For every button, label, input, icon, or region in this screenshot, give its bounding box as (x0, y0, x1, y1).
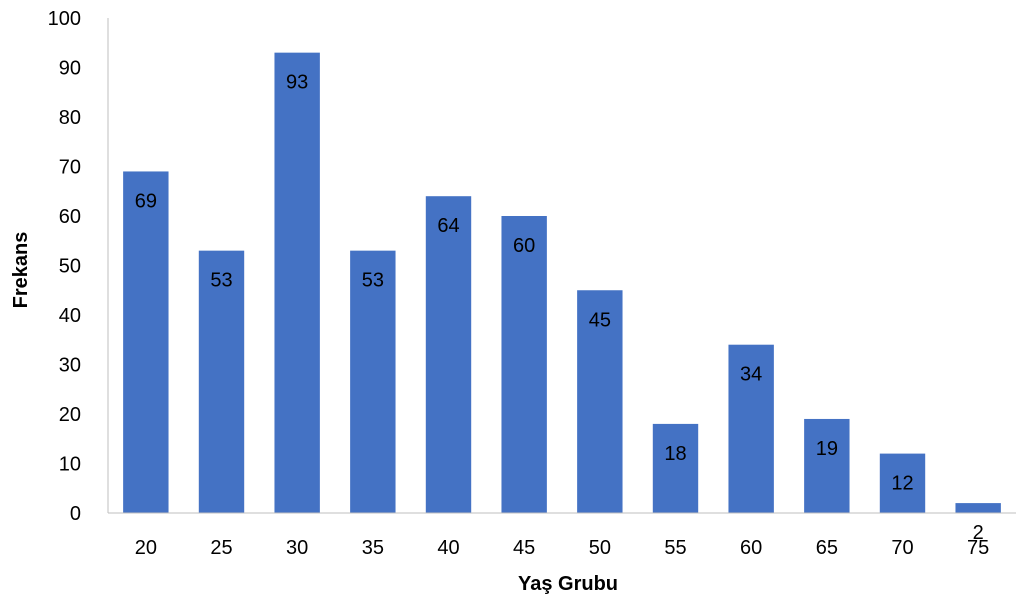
data-label: 34 (740, 364, 762, 386)
x-tick-label: 75 (967, 537, 989, 559)
bar (425, 196, 472, 513)
data-label: 18 (664, 443, 686, 465)
x-tick-label: 50 (589, 537, 611, 559)
y-tick-label: 90 (59, 58, 81, 80)
y-tick-label: 50 (59, 256, 81, 278)
x-tick-label: 20 (135, 537, 157, 559)
x-tick-label: 65 (816, 537, 838, 559)
bar (955, 503, 1001, 513)
y-tick-label: 0 (70, 503, 81, 525)
y-tick-label: 70 (59, 157, 81, 179)
bar (274, 52, 320, 514)
y-tick-label: 80 (59, 107, 81, 129)
x-tick-label: 55 (664, 537, 686, 559)
data-label: 45 (589, 309, 611, 331)
data-label: 12 (891, 473, 913, 495)
x-tick-label: 30 (286, 537, 308, 559)
y-tick-label: 100 (48, 8, 81, 30)
y-tick-label: 10 (59, 454, 81, 476)
data-label: 69 (135, 190, 157, 212)
x-axis-tick-labels: 20 25 30 35 40 45 50 55 60 65 70 75 (135, 537, 990, 559)
x-tick-label: 35 (362, 537, 384, 559)
x-axis-title: Yaş Grubu (518, 573, 618, 595)
x-tick-label: 60 (740, 537, 762, 559)
y-tick-label: 40 (59, 305, 81, 327)
data-labels: 69 53 93 53 64 60 45 18 34 19 12 2 (135, 72, 984, 544)
data-label: 64 (437, 215, 459, 237)
bar (577, 290, 623, 513)
bars-group (123, 52, 1001, 514)
x-tick-label: 70 (891, 537, 913, 559)
bar (350, 250, 396, 513)
bar (501, 216, 547, 513)
bar (123, 171, 169, 513)
data-label: 2 (973, 522, 984, 544)
bar (198, 250, 245, 513)
y-tick-label: 30 (59, 355, 81, 377)
data-label: 53 (210, 270, 232, 292)
x-tick-label: 45 (513, 537, 535, 559)
x-tick-label: 40 (437, 537, 459, 559)
y-tick-label: 20 (59, 404, 81, 426)
x-tick-label: 25 (210, 537, 232, 559)
data-label: 19 (816, 438, 838, 460)
y-tick-label: 60 (59, 206, 81, 228)
data-label: 60 (513, 235, 535, 257)
y-axis-title: Frekans (10, 232, 32, 309)
data-label: 53 (362, 270, 384, 292)
y-axis-tick-labels: 0 10 20 30 40 50 60 70 80 90 100 (48, 8, 81, 525)
data-label: 93 (286, 72, 308, 94)
bar (879, 453, 926, 513)
bar (728, 344, 774, 513)
bar (804, 418, 850, 513)
bar (652, 423, 699, 513)
